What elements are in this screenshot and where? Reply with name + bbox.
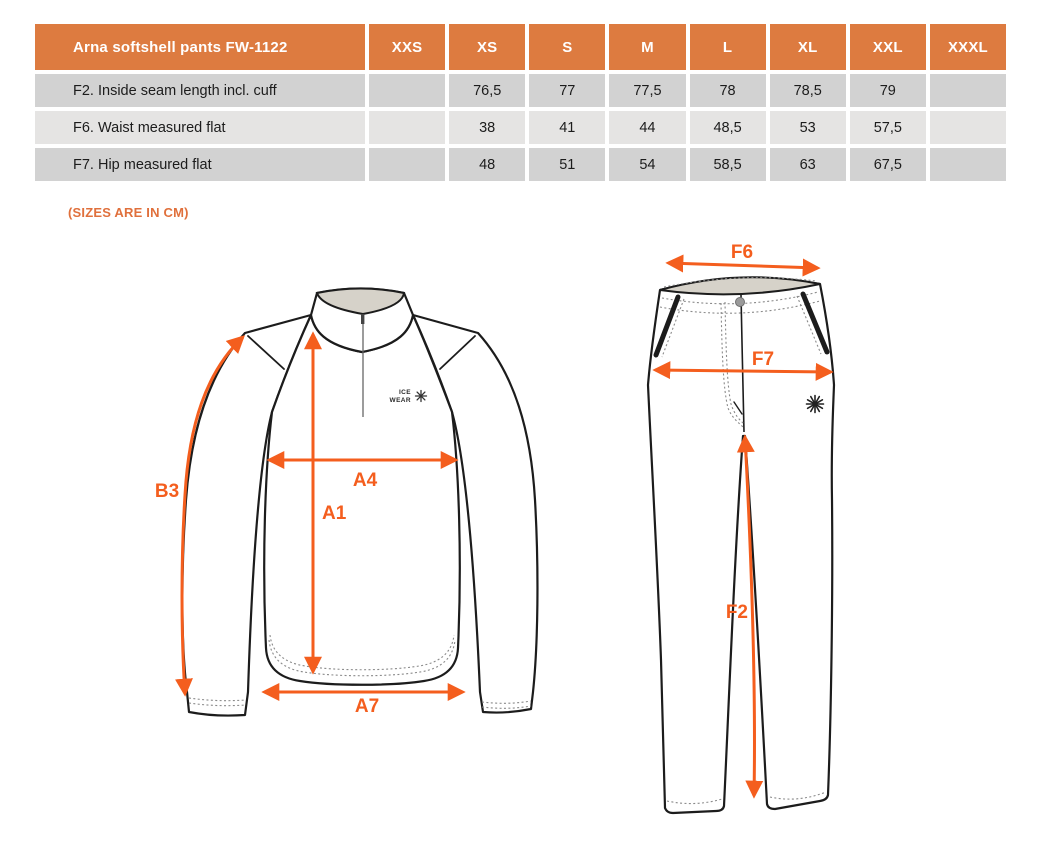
cell-f7-xs: 48 [449, 148, 526, 181]
cell-f2-s: 77 [529, 74, 606, 107]
label-B3: B3 [155, 481, 179, 502]
cell-f6-m: 44 [609, 111, 686, 144]
table-title: Arna softshell pants FW-1122 [35, 24, 365, 70]
label-A4: A4 [353, 470, 378, 491]
icewear-logo: ICE WEAR [390, 389, 428, 404]
label-F7: F7 [752, 349, 774, 370]
row-label-f6: F6. Waist measured flat [35, 111, 365, 144]
cell-f6-l: 48,5 [689, 111, 766, 144]
size-col-m: M [609, 24, 686, 70]
cell-f7-s: 51 [529, 148, 606, 181]
arrow-F6 [665, 254, 821, 277]
pullover-diagram: ICE WEAR B3 A1 A4 A7 [155, 287, 539, 717]
size-col-xxxl: XXXL [929, 24, 1006, 70]
raglan-seam-right [439, 335, 476, 370]
size-col-l: L [689, 24, 766, 70]
size-col-xxl: XXL [849, 24, 926, 70]
size-col-xl: XL [769, 24, 846, 70]
cell-f2-l: 78 [689, 74, 766, 107]
cell-f6-s: 41 [529, 111, 606, 144]
pocket-right [796, 291, 830, 355]
raglan-seam-left [247, 335, 285, 370]
pants-diagram: F6 F7 F2 [646, 242, 836, 815]
cell-f2-xs: 76,5 [449, 74, 526, 107]
collar-inner-fill [315, 287, 406, 316]
hem-stitch-lines [268, 634, 456, 677]
size-col-s: S [529, 24, 606, 70]
pants-hem-stitch-lines [666, 791, 827, 805]
cell-f7-m: 54 [609, 148, 686, 181]
fly-stitch-lines [720, 301, 745, 428]
cuff-stitch-lines [188, 697, 532, 709]
pullover-body [263, 313, 461, 686]
label-F2: F2 [726, 602, 748, 623]
pocket-left [653, 294, 685, 358]
cell-f7-xxs [369, 148, 446, 181]
cell-f6-xxxl [929, 111, 1006, 144]
arrow-B3 [174, 335, 245, 697]
cell-f7-xxxl [929, 148, 1006, 181]
label-A1: A1 [322, 503, 347, 524]
cell-f6-xl: 53 [769, 111, 846, 144]
snowflake-icon [805, 394, 825, 414]
size-table-header-row: Arna softshell pants FW-1122 XXS XS S M … [35, 24, 1006, 70]
fly-bartack [733, 401, 743, 415]
cell-f2-xxl: 79 [849, 74, 926, 107]
row-label-f7: F7. Hip measured flat [35, 148, 365, 181]
label-A7: A7 [355, 696, 379, 717]
units-note: (SIZES ARE IN CM) [68, 205, 189, 220]
cell-f7-xl: 63 [769, 148, 846, 181]
pants-outline [646, 277, 836, 815]
cell-f6-xxl: 57,5 [849, 111, 926, 144]
table-row-f7: F7. Hip measured flat 48 51 54 58,5 63 6… [35, 148, 1006, 181]
cell-f7-xxl: 67,5 [849, 148, 926, 181]
row-label-f2: F2. Inside seam length incl. cuff [35, 74, 365, 107]
size-table: Arna softshell pants FW-1122 XXS XS S M … [31, 20, 1010, 185]
cell-f6-xxs [369, 111, 446, 144]
size-col-xs: XS [449, 24, 526, 70]
table-row-f6: F6. Waist measured flat 38 41 44 48,5 53… [35, 111, 1006, 144]
waist-button [735, 297, 745, 307]
cell-f2-xxxl [929, 74, 1006, 107]
cell-f2-m: 77,5 [609, 74, 686, 107]
logo-snowflake-icon [414, 389, 428, 403]
arrow-F7 [652, 361, 834, 381]
cell-f6-xs: 38 [449, 111, 526, 144]
cell-f7-l: 58,5 [689, 148, 766, 181]
size-col-xxs: XXS [369, 24, 446, 70]
cell-f2-xxs [369, 74, 446, 107]
waistband-stitch-lines [659, 277, 821, 314]
zipper-pull [361, 314, 365, 324]
table-row-f2: F2. Inside seam length incl. cuff 76,5 7… [35, 74, 1006, 107]
cell-f2-xl: 78,5 [769, 74, 846, 107]
arrow-F2 [736, 434, 764, 799]
logo-text-line1: ICE [399, 389, 411, 396]
label-F6: F6 [731, 242, 753, 263]
logo-text-line2: WEAR [390, 397, 411, 404]
